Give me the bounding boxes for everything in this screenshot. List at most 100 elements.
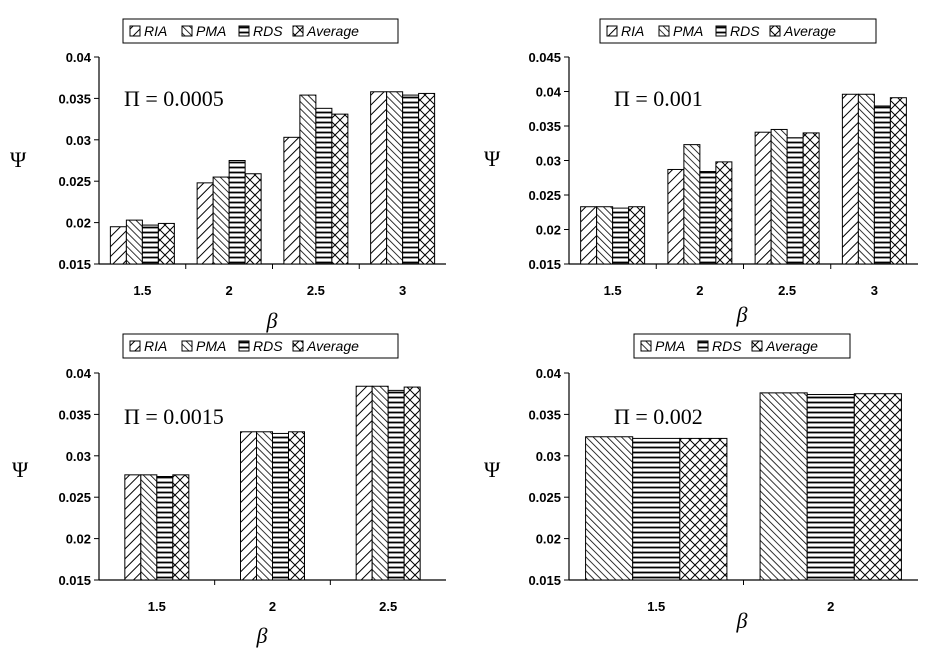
- y-axis-label: Ψ: [10, 147, 27, 172]
- x-axis-label: β: [736, 302, 748, 327]
- bar-rds: [141, 224, 159, 265]
- x-tick-label: 2.5: [307, 283, 325, 298]
- bar-pma: [770, 128, 788, 265]
- legend-swatch-average: [292, 25, 304, 37]
- legend-label-ria: RIA: [144, 338, 167, 354]
- bar-pma: [759, 392, 808, 581]
- bar-rds: [156, 476, 174, 581]
- legend-label-pma: PMA: [673, 23, 703, 39]
- y-tick-label: 0.04: [66, 50, 92, 65]
- bar-average: [288, 431, 305, 581]
- bar-pma: [256, 431, 273, 581]
- x-tick-label: 3: [399, 283, 406, 298]
- legend-swatch-pma: [181, 25, 193, 37]
- y-tick-label: 0.035: [528, 407, 561, 422]
- x-tick-label: 2.5: [778, 283, 796, 298]
- y-tick-label: 0.04: [536, 85, 562, 100]
- y-tick-label: 0.015: [528, 257, 561, 272]
- y-tick-label: 0.015: [58, 573, 91, 588]
- bar-average: [418, 92, 436, 265]
- legend-label-rds: RDS: [712, 338, 742, 354]
- y-axis-label: Ψ: [12, 457, 29, 482]
- y-tick-label: 0.02: [66, 216, 91, 231]
- legend-label-rds: RDS: [253, 23, 283, 39]
- x-axis-label: β: [736, 608, 748, 633]
- y-tick-label: 0.02: [536, 223, 561, 238]
- legend-label-average: Average: [306, 338, 359, 354]
- chart-panel-top-right: 0.015 0.02 0.025 0.03 0.035 0.04 0.045 1.5 2 2.5 3…: [484, 18, 918, 327]
- bar-average: [853, 393, 902, 581]
- bar-pma: [683, 144, 701, 265]
- bar-ria: [240, 431, 257, 581]
- bar-average: [628, 206, 646, 265]
- y-tick-label: 0.035: [58, 91, 91, 106]
- bar-ria: [754, 131, 772, 265]
- x-tick-label: 1.5: [647, 599, 665, 614]
- pi-annotation: Π = 0.002: [614, 404, 703, 429]
- y-tick-label: 0.035: [528, 119, 561, 134]
- bar-rds: [315, 107, 333, 265]
- legend-swatch-pma: [181, 340, 193, 352]
- bar-ria: [283, 136, 301, 265]
- y-tick-label: 0.03: [66, 133, 91, 148]
- bar-rds: [632, 437, 681, 581]
- legend-swatch-rds: [715, 25, 727, 37]
- bar-average: [715, 161, 733, 265]
- y-axis-label: Ψ: [484, 457, 501, 482]
- bar-ria: [841, 93, 859, 265]
- legend-label-average: Average: [306, 23, 359, 39]
- legend: PMA RDS Average: [633, 333, 851, 359]
- bar-pma: [371, 385, 389, 581]
- legend-box: [599, 18, 877, 44]
- chart-panel-bottom-right: 0.015 0.02 0.025 0.03 0.035 0.04 1.5 2 PMA RDS Ave…: [484, 333, 918, 633]
- pi-annotation: Π = 0.0015: [124, 404, 224, 429]
- bar-rds: [806, 394, 855, 581]
- y-tick-label: 0.015: [58, 257, 91, 272]
- x-axis-label: β: [256, 623, 268, 648]
- bar-rds: [402, 94, 420, 265]
- legend-swatch-average: [292, 340, 304, 352]
- chart-panel-bottom-left: 0.015 0.02 0.025 0.03 0.035 0.04 1.5 2 2.5 RIA PMA…: [12, 333, 446, 648]
- bar-rds: [699, 171, 717, 265]
- bar-rds: [272, 432, 289, 581]
- bar-pma: [125, 219, 143, 265]
- bar-rds: [786, 137, 804, 265]
- x-axis-label: β: [266, 308, 278, 333]
- bar-average: [802, 132, 820, 265]
- legend-swatch-average: [751, 340, 763, 352]
- bar-pma: [596, 206, 614, 265]
- x-tick-label: 2.5: [379, 599, 397, 614]
- bar-pma: [386, 91, 404, 265]
- legend-label-average: Average: [783, 23, 836, 39]
- legend-label-pma: PMA: [196, 23, 226, 39]
- bar-average: [889, 97, 907, 265]
- legend-box: [122, 333, 399, 359]
- bar-ria: [355, 385, 373, 581]
- legend-swatch-ria: [129, 340, 141, 352]
- legend-swatch-pma: [640, 340, 652, 352]
- legend-label-rds: RDS: [253, 338, 283, 354]
- bar-average: [679, 437, 728, 581]
- legend-label-ria: RIA: [144, 23, 167, 39]
- bar-rds: [228, 160, 246, 265]
- bar-pma: [212, 176, 230, 265]
- legend-label-rds: RDS: [730, 23, 760, 39]
- y-tick-label: 0.04: [536, 366, 562, 381]
- bar-ria: [667, 168, 685, 265]
- bar-pma: [299, 94, 317, 265]
- bar-ria: [109, 226, 127, 265]
- legend-label-average: Average: [765, 338, 818, 354]
- bar-rds: [612, 207, 630, 265]
- pi-annotation: Π = 0.001: [614, 86, 703, 111]
- x-tick-label: 2: [269, 599, 276, 614]
- legend-label-pma: PMA: [196, 338, 226, 354]
- y-tick-label: 0.025: [58, 490, 91, 505]
- legend-label-pma: PMA: [655, 338, 685, 354]
- y-tick-label: 0.04: [66, 366, 92, 381]
- y-axis-label: Ψ: [484, 146, 501, 171]
- bar-pma: [140, 474, 158, 581]
- x-tick-label: 1.5: [133, 283, 151, 298]
- legend-swatch-rds: [238, 340, 250, 352]
- bar-average: [331, 113, 349, 265]
- bar-rds: [387, 389, 405, 581]
